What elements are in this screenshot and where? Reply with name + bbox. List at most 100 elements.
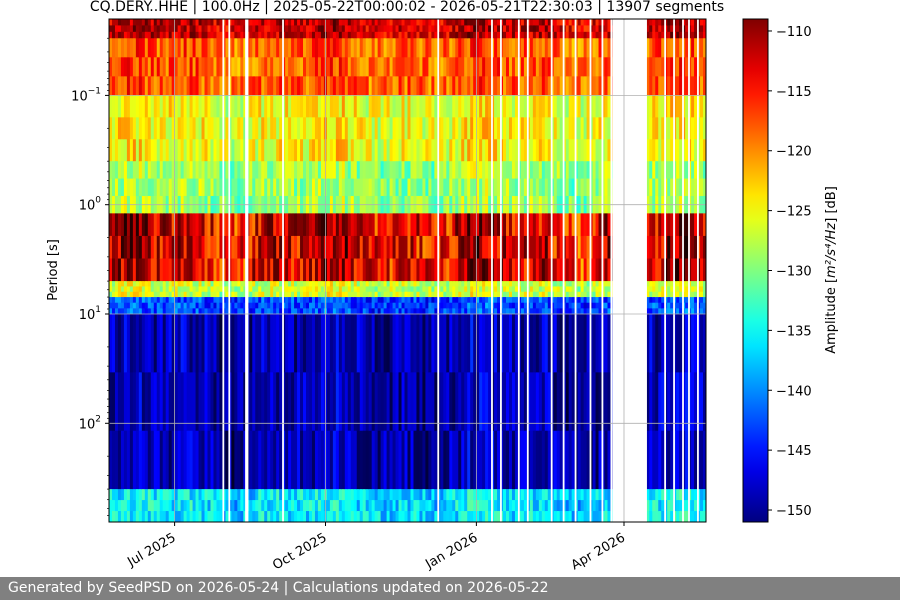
heatmap-cell [291, 117, 295, 140]
heatmap-cell [165, 297, 170, 304]
heatmap-cell [646, 38, 650, 58]
heatmap-cell [198, 57, 203, 77]
heatmap-cell [598, 302, 603, 309]
heatmap-cell [550, 178, 555, 197]
heatmap-cell [132, 25, 137, 33]
heatmap-cell [464, 25, 468, 33]
heatmap-cell [413, 139, 418, 162]
heatmap-cell [368, 117, 373, 140]
heatmap-cell [192, 95, 197, 118]
heatmap-cell [147, 308, 152, 315]
heatmap-cell [120, 38, 125, 58]
heatmap-cell [401, 511, 406, 522]
heatmap-cell [216, 286, 221, 293]
heatmap-cell [473, 213, 477, 237]
heatmap-cell [398, 372, 403, 432]
heatmap-cell [511, 235, 516, 260]
heatmap-cell [228, 235, 232, 260]
heatmap-cell [126, 235, 131, 260]
heatmap-cell [261, 291, 265, 298]
heatmap-cell [601, 308, 606, 315]
heatmap-cell [141, 139, 146, 162]
heatmap-cell [559, 57, 564, 77]
heatmap-cell [261, 38, 265, 58]
heatmap-cell [461, 95, 465, 118]
heatmap-cell [243, 302, 247, 309]
heatmap-cell [129, 57, 134, 77]
heatmap-cell [547, 430, 552, 490]
heatmap-cell [123, 372, 128, 432]
heatmap-cell [488, 25, 492, 33]
heatmap-cell [392, 19, 397, 27]
heatmap-cell [470, 286, 474, 293]
heatmap-cell [443, 161, 447, 180]
heatmap-cell [476, 430, 480, 490]
heatmap-cell [529, 286, 534, 293]
heatmap-cell [526, 258, 531, 282]
heatmap-cell [377, 500, 382, 512]
heatmap-cell [401, 286, 406, 293]
heatmap-cell [580, 258, 585, 282]
heatmap-cell [562, 258, 567, 282]
heatmap-cell [497, 302, 501, 309]
heatmap-cell [559, 76, 564, 96]
heatmap-cell [607, 57, 612, 77]
heatmap-cell [508, 178, 513, 197]
heatmap-cell [335, 297, 340, 304]
heatmap-cell [523, 489, 528, 501]
heatmap-cell [511, 213, 516, 237]
heatmap-cell [198, 235, 203, 260]
heatmap-cell [138, 286, 143, 293]
heatmap-cell [470, 38, 474, 58]
heatmap-cell [503, 235, 507, 260]
heatmap-cell [562, 38, 567, 58]
heatmap-cell [541, 372, 546, 432]
heatmap-cell [341, 372, 346, 432]
heatmap-cell [419, 430, 424, 490]
heatmap-cell [237, 489, 241, 501]
heatmap-cell [446, 500, 450, 512]
heatmap-cell [595, 500, 600, 512]
heatmap-cell [550, 258, 555, 282]
heatmap-cell [252, 430, 256, 490]
heatmap-cell [153, 489, 158, 501]
heatmap-cell [326, 489, 331, 501]
heatmap-cell [503, 308, 507, 315]
heatmap-cell [317, 235, 322, 260]
heatmap-cell [419, 19, 424, 27]
heatmap-cell [377, 178, 382, 197]
heatmap-cell [273, 313, 277, 373]
heatmap-cell [135, 372, 140, 432]
heatmap-cell [168, 38, 173, 58]
heatmap-cell [365, 297, 370, 304]
heatmap-cell [350, 31, 355, 39]
heatmap-cell [195, 286, 200, 293]
heatmap-cell [216, 76, 221, 96]
heatmap-cell [598, 500, 603, 512]
heatmap-cell [652, 258, 656, 282]
heatmap-cell [368, 31, 373, 39]
heatmap-cell [476, 372, 480, 432]
heatmap-cell [347, 258, 352, 282]
heatmap-cell [243, 19, 247, 27]
heatmap-cell [482, 76, 486, 96]
heatmap-cell [309, 213, 313, 237]
heatmap-cell [311, 489, 316, 501]
heatmap-cell [470, 95, 474, 118]
heatmap-cell [135, 308, 140, 315]
heatmap-cell [117, 19, 122, 27]
heatmap-cell [389, 235, 394, 260]
heatmap-cell [434, 308, 438, 315]
heatmap-cell [538, 139, 543, 162]
heatmap-cell [535, 25, 540, 33]
heatmap-cell [371, 38, 376, 58]
heatmap-cell [168, 235, 173, 260]
heatmap-cell [544, 213, 549, 237]
heatmap-cell [276, 500, 280, 512]
heatmap-cell [371, 500, 376, 512]
heatmap-cell [586, 281, 591, 288]
heatmap-cell [479, 297, 483, 304]
heatmap-cell [431, 235, 435, 260]
heatmap-cell [577, 258, 582, 282]
heatmap-cell [189, 297, 194, 304]
